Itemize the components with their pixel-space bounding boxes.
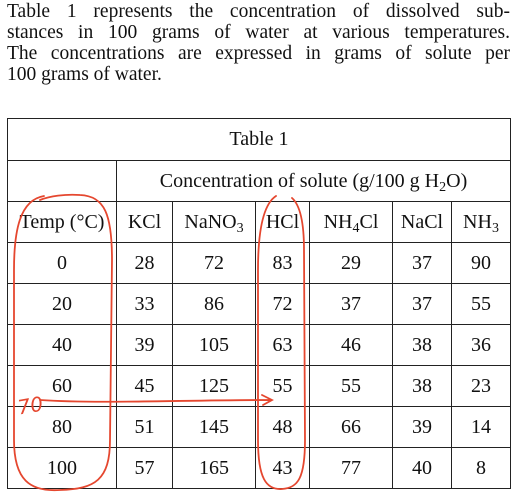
cell: 83 [255,242,310,284]
data-row: 40 39 105 63 46 38 36 [7,324,511,366]
cell: 66 [309,406,393,448]
text-segment: Cl [359,210,379,233]
data-row: 20 33 86 72 37 37 55 [7,283,511,325]
subheader-row: Concentration of solute (g/100 g H2O) [7,160,511,202]
paragraph: Table 1 represents the concentration of … [7,1,510,85]
text-segment: NaCl [400,210,444,233]
cell: 86 [172,283,256,325]
cell: 38 [392,365,452,407]
data-row: 60 45 125 55 55 38 23 [7,365,511,407]
cell: 55 [309,365,393,407]
empty-cell [7,160,117,202]
paragraph-line: stances in 100 grams of water at various… [7,22,510,43]
paragraph-line: The concentrations are expressed in gram… [7,43,510,64]
text-segment: HCl [265,210,300,233]
text-segment: NH [323,210,353,233]
cell: 77 [309,447,393,489]
text-segment: NaNO [184,210,237,233]
cell: 80 [7,406,117,448]
cell: 72 [172,242,256,284]
cell: 60 [7,365,117,407]
table-title: Table 1 [7,118,511,161]
cell: 39 [392,406,452,448]
data-row: 80 51 145 48 66 39 14 [7,406,511,448]
cell: 23 [451,365,511,407]
table: Table 1 Concentration of solute (g/100 g … [7,118,511,489]
cell: 45 [116,365,173,407]
cell: 165 [172,447,256,489]
cell: 55 [451,283,511,325]
cell: 105 [172,324,256,366]
cell: 55 [255,365,310,407]
subscript: 3 [236,220,244,236]
paragraph-line: Table 1 represents the concentration of … [7,1,510,22]
cell: 90 [451,242,511,284]
cell: 8 [451,447,511,489]
subheader: Concentration of solute (g/100 g H2O) [116,160,511,202]
cell: 39 [116,324,173,366]
data-row: 100 57 165 43 77 40 8 [7,447,511,489]
column-header: NH3 [451,201,511,243]
cell: 37 [309,283,393,325]
cell: 63 [255,324,310,366]
cell: 43 [255,447,310,489]
cell: 20 [7,283,117,325]
cell: 46 [309,324,393,366]
column-header: KCl [116,201,173,243]
subscript: 4 [352,220,360,236]
text-segment: Concentration of solute (g/100 g H [159,169,440,192]
header-row: Temp (°C) KCl NaNO3 HCl NH4Cl NaCl NH3 [7,201,511,243]
text-segment: Temp (°C) [19,210,105,233]
cell: 57 [116,447,173,489]
column-header: HCl [255,201,310,243]
subscript: 3 [491,220,499,236]
cell: 37 [392,242,452,284]
cell: 72 [255,283,310,325]
column-header: NH4Cl [309,201,393,243]
cell: 125 [172,365,256,407]
cell: 0 [7,242,117,284]
cell: 48 [255,406,310,448]
column-header: NaNO3 [172,201,256,243]
cell: 40 [7,324,117,366]
column-header: NaCl [392,201,452,243]
cell: 14 [451,406,511,448]
cell: 33 [116,283,173,325]
cell: 28 [116,242,173,284]
data-row: 0 28 72 83 29 37 90 [7,242,511,284]
cell: 100 [7,447,117,489]
text-segment: O) [446,169,468,192]
cell: 51 [116,406,173,448]
cell: 36 [451,324,511,366]
cell: 145 [172,406,256,448]
cell: 40 [392,447,452,489]
title-row: Table 1 [7,118,511,161]
column-header: Temp (°C) [7,201,117,243]
text-segment: NH [463,210,492,233]
cell: 37 [392,283,452,325]
cell: 38 [392,324,452,366]
cell: 29 [309,242,393,284]
paragraph-line: 100 grams of water. [7,64,162,85]
subscript: 2 [439,179,447,195]
text-segment: KCl [127,210,162,233]
